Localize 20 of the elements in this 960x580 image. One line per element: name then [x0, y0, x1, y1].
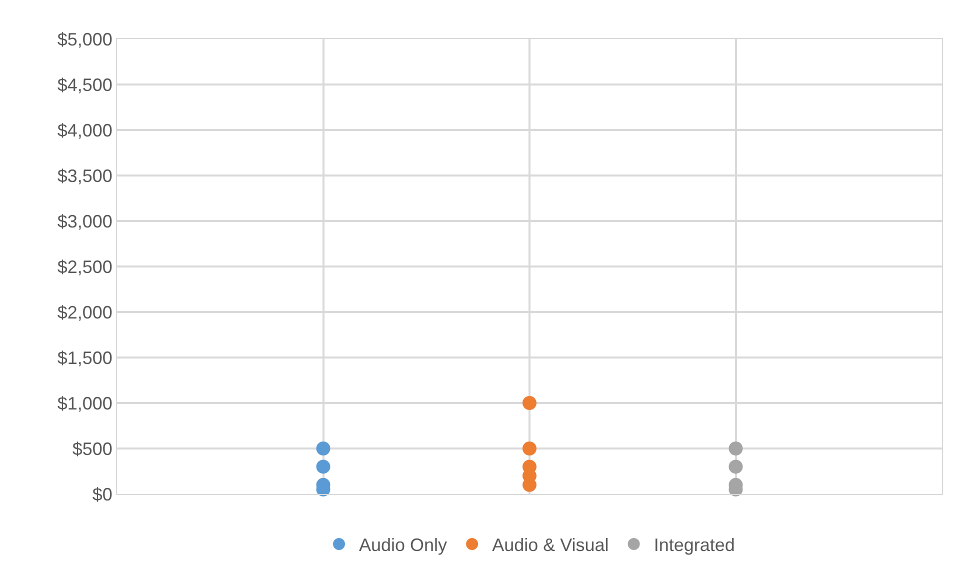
- point: [522, 442, 536, 456]
- y-tick-label: $0: [92, 484, 112, 504]
- legend-label: Audio Only: [359, 535, 448, 556]
- point: [728, 442, 743, 456]
- point: [522, 396, 536, 410]
- point: [316, 460, 330, 474]
- y-tick-label: $2,500: [57, 256, 112, 277]
- y-tick-label: $1,000: [57, 393, 112, 414]
- y-tick-label: $4,000: [57, 120, 112, 140]
- y-tick-label: $2,000: [57, 302, 112, 322]
- point: [728, 460, 743, 474]
- y-tick-label: $5,000: [57, 29, 112, 50]
- legend-label: Integrated: [654, 535, 735, 556]
- y-tick-label: $500: [72, 438, 112, 459]
- y-tick-label: $1,500: [57, 348, 112, 368]
- y-tick-label: $3,500: [57, 166, 112, 186]
- legend-label: Audio & Visual: [492, 535, 609, 556]
- y-tick-label: $4,500: [57, 74, 112, 95]
- y-tick-label: $3,000: [57, 211, 112, 232]
- point: [316, 442, 330, 456]
